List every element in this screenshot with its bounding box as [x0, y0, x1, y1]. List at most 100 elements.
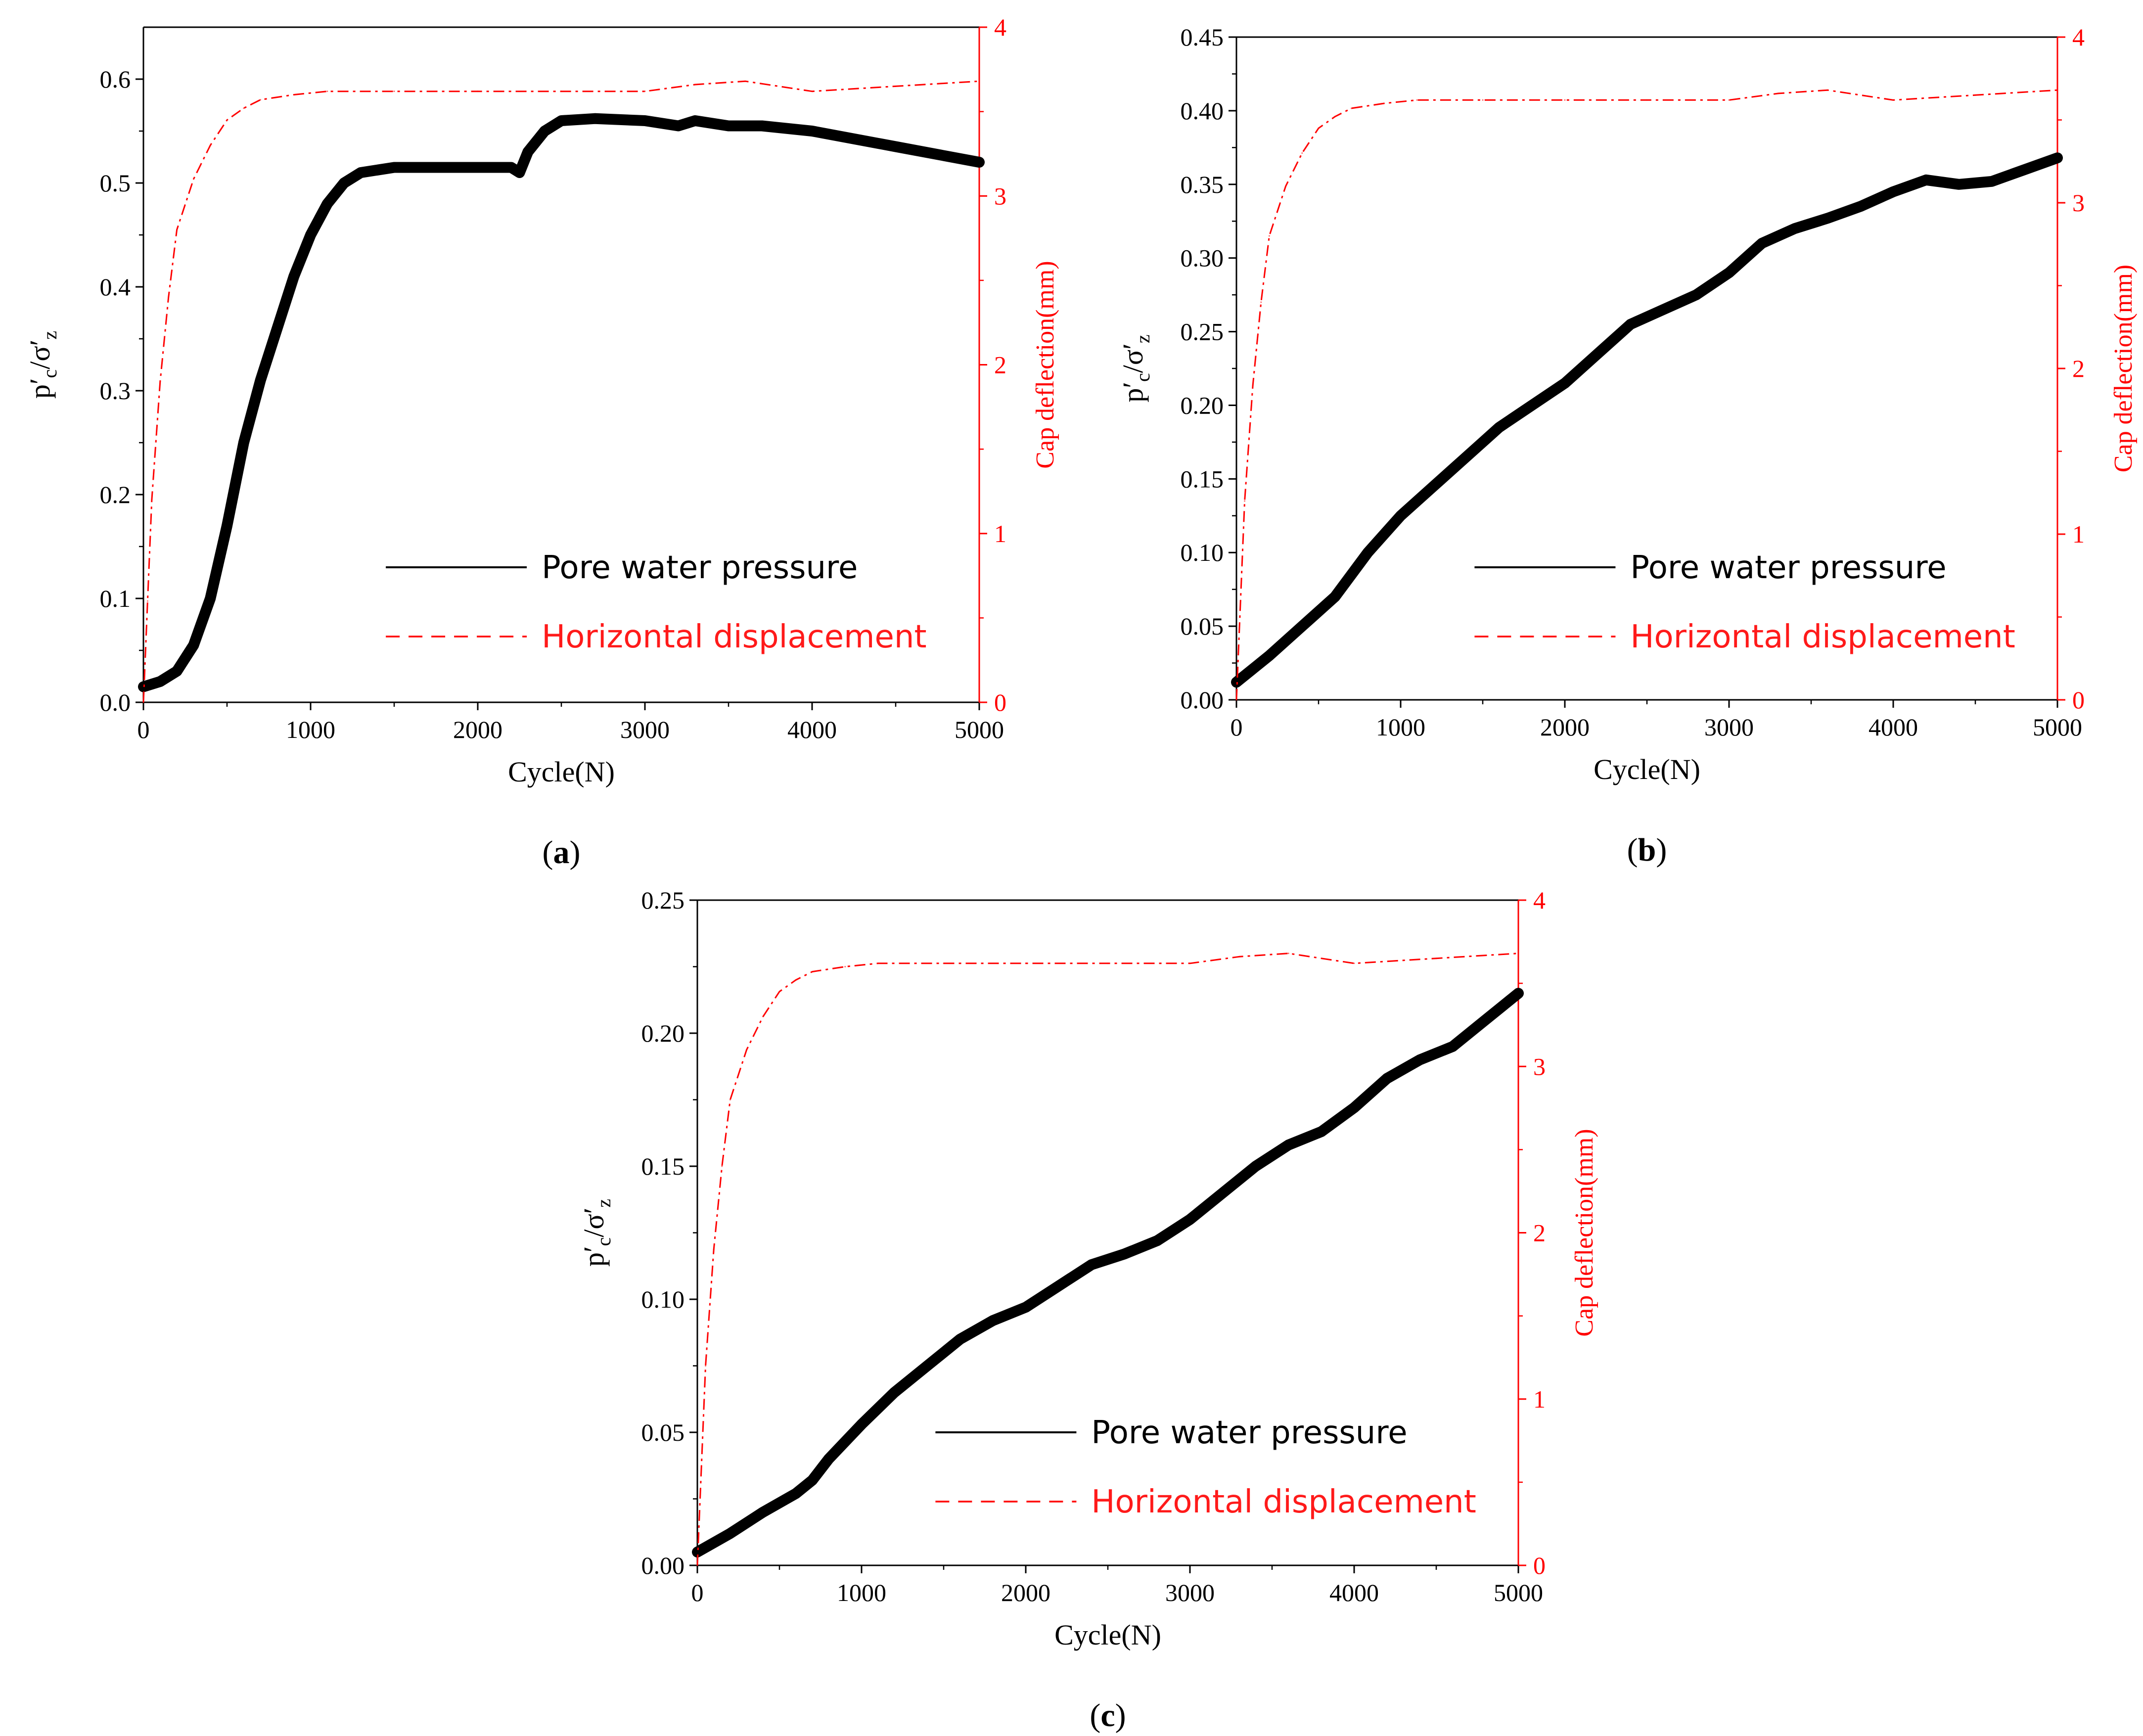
data-point: [1595, 351, 1601, 357]
x-tick-label: 4000: [1329, 1579, 1379, 1606]
data-point: [644, 91, 646, 92]
data-point: [1482, 1017, 1489, 1023]
data-point: [1517, 953, 1519, 955]
data-point: [694, 84, 696, 86]
data-point: [146, 600, 148, 602]
panel-label-paren: (: [1090, 1697, 1100, 1734]
data-point: [1189, 962, 1191, 964]
y2-tick-label: 4: [994, 13, 1006, 41]
data-point: [324, 201, 330, 207]
data-point: [844, 966, 846, 967]
y2-tick-label: 4: [2072, 23, 2085, 51]
data-point: [1515, 990, 1521, 997]
data-point: [1646, 99, 1648, 101]
x-tick-label: 2000: [1540, 713, 1590, 741]
data-point: [243, 107, 245, 109]
series-horizontal-displacement: [696, 953, 1519, 1566]
y-tick-label: 0.40: [1181, 97, 1224, 125]
data-point: [592, 115, 598, 122]
x-tick-label: 0: [691, 1579, 704, 1606]
series-line: [696, 953, 1519, 1566]
data-point: [393, 91, 395, 92]
x-tick-label: 1000: [286, 716, 335, 743]
data-point: [1496, 424, 1503, 431]
series-pore-water-pressure: [1231, 152, 2063, 688]
data-point: [859, 1421, 865, 1427]
y2-tick-label: 1: [1533, 1385, 1546, 1413]
data-point: [1824, 215, 1831, 222]
data-point: [1268, 235, 1270, 237]
data-point: [957, 1336, 963, 1342]
y-tick-label: 0.3: [100, 377, 131, 405]
data-point: [1334, 116, 1336, 118]
data-point: [1252, 384, 1254, 386]
data-point: [1351, 1104, 1357, 1111]
data-point: [1627, 321, 1634, 327]
data-point: [1384, 1075, 1390, 1082]
y-tick-label: 0.1: [100, 585, 131, 612]
data-point: [694, 1549, 700, 1555]
data-point: [1482, 99, 1484, 101]
y-tick-label: 0.10: [1181, 539, 1224, 566]
data-point: [475, 164, 481, 171]
data-point: [1353, 962, 1355, 964]
chart-panel-a: 0 1000 2000 3000 4000 5000 0.0 0.1 0.2 0.3 0.4 0.5 0…: [24, 13, 1059, 870]
data-point: [744, 80, 746, 82]
legend-label-horizontal-displacement: Horizontal displacement: [1091, 1484, 1476, 1520]
data-point: [1726, 270, 1732, 276]
data-point: [1430, 483, 1437, 490]
data-point: [1759, 240, 1765, 246]
data-point: [174, 668, 180, 674]
legend-label-pore-water-pressure: Pore water pressure: [1091, 1415, 1407, 1451]
y-tick-label: 0.45: [1181, 23, 1224, 51]
y-axis-title-subscript: z: [1132, 334, 1154, 343]
panel-label: (a): [543, 834, 581, 870]
x-tick-label: 5000: [2033, 713, 2082, 741]
y2-axis-title: Cap deflection(mm): [2109, 265, 2138, 472]
y2-tick-label: 3: [1533, 1052, 1546, 1080]
data-point: [1529, 402, 1535, 409]
data-point: [508, 164, 514, 171]
y-tick-label: 0.05: [641, 1418, 685, 1446]
data-point: [1728, 99, 1730, 101]
y-tick-label: 0.00: [641, 1552, 685, 1579]
data-point: [726, 123, 731, 129]
data-point: [542, 128, 548, 134]
y2-tick-label: 3: [994, 182, 1006, 210]
data-point: [341, 180, 347, 186]
data-point: [1239, 599, 1241, 601]
data-point: [943, 962, 945, 964]
data-point: [727, 1530, 733, 1537]
y-axis-title-subscript: c: [1132, 373, 1154, 382]
data-point: [293, 94, 295, 95]
data-point: [291, 274, 297, 279]
x-tick-label: 0: [137, 716, 150, 743]
data-point: [891, 1389, 898, 1396]
data-point: [675, 123, 682, 129]
x-tick-label: 4000: [787, 716, 837, 743]
data-point: [1974, 94, 1976, 96]
data-point: [1791, 226, 1798, 232]
y-tick-label: 0.05: [1181, 612, 1224, 640]
y2-tick-label: 1: [994, 520, 1006, 548]
data-point: [893, 143, 899, 150]
x-axis-title: Cycle(N): [1054, 1619, 1161, 1651]
data-point: [192, 178, 194, 180]
data-point: [825, 1456, 832, 1462]
x-tick-label: 5000: [955, 716, 1004, 743]
y2-tick-label: 0: [1533, 1552, 1546, 1579]
data-point: [721, 1165, 723, 1167]
data-point: [1564, 99, 1566, 101]
panel-label-paren: ): [1656, 832, 1667, 868]
y2-axis-title: Cap deflection(mm): [1570, 1129, 1598, 1336]
y-tick-label: 0.35: [1181, 171, 1224, 198]
data-point: [1187, 1216, 1193, 1223]
y2-tick-label: 2: [2072, 355, 2085, 382]
legend-label-horizontal-displacement: Horizontal displacement: [1630, 619, 2015, 655]
y-tick-label: 0.30: [1181, 244, 1224, 272]
data-point: [1285, 185, 1287, 187]
y-tick-label: 0.6: [100, 65, 131, 93]
panel-label-paren: (: [1627, 832, 1638, 868]
series-line: [142, 80, 980, 703]
data-point: [274, 325, 280, 331]
